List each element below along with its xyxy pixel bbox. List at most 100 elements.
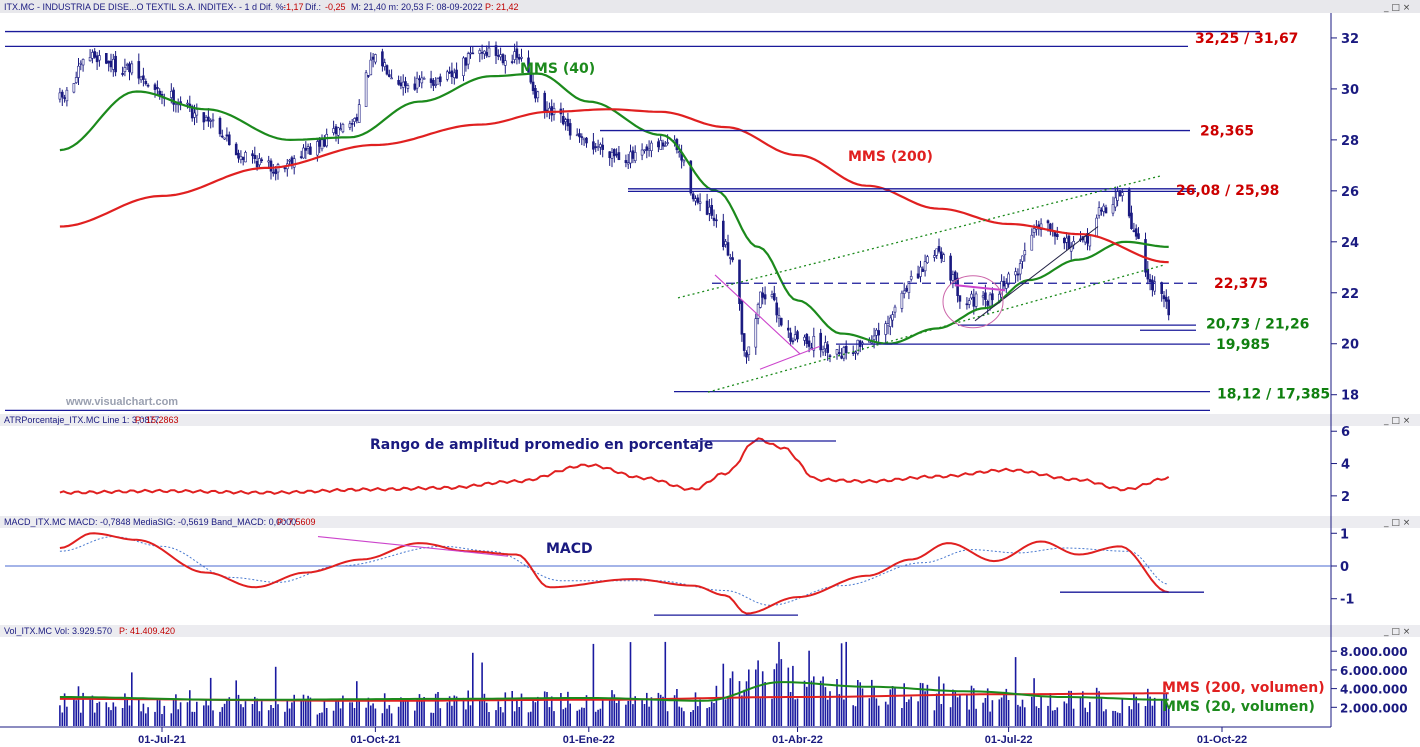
volume-panel-controls[interactable]: _ □ × (1383, 627, 1410, 637)
volume-bar (1063, 701, 1066, 726)
candle-body (469, 52, 472, 55)
x-tick-label: 01-Jul-22 (985, 734, 1033, 746)
candle-body (302, 147, 305, 159)
candle-body (958, 295, 962, 302)
candle-body (160, 94, 164, 96)
volume-bar (374, 708, 377, 726)
volume-bar (615, 703, 618, 726)
candle-body (582, 137, 586, 141)
candle-body (223, 137, 226, 140)
candle-body (592, 141, 595, 150)
candle-body (144, 81, 148, 85)
volume-bar (887, 704, 889, 726)
volume-bar (986, 688, 989, 726)
candle-body (390, 77, 393, 80)
candle-body (170, 91, 173, 98)
volume-bar (873, 686, 875, 726)
volume-bar (543, 691, 546, 726)
volume-bar (402, 698, 404, 726)
volume-bar (316, 714, 319, 726)
candle-body (691, 193, 695, 200)
candle-body (824, 342, 827, 349)
candle-body (759, 291, 762, 308)
volume-bar (745, 681, 748, 726)
candle-body (1088, 235, 1092, 247)
candle-body (888, 317, 892, 327)
volume-bar (502, 712, 504, 726)
volume-bar (1072, 708, 1075, 726)
volume-bar (952, 689, 954, 726)
atr-panel-controls[interactable]: _ □ × (1383, 416, 1410, 426)
candle-body (234, 143, 238, 156)
candle-body (137, 61, 141, 79)
candle-body (1118, 190, 1122, 197)
main-panel-controls[interactable]: _ □ × (1383, 3, 1410, 13)
candle-body (796, 331, 799, 340)
candle-body (1023, 250, 1027, 256)
volume-bar (662, 696, 664, 726)
volume-bar (161, 714, 163, 726)
volume-bar (1086, 712, 1089, 726)
candle-body (1144, 239, 1147, 273)
volume-bar (423, 697, 425, 726)
candle-body (789, 332, 792, 342)
volume-bar (277, 704, 279, 726)
volume-bar (683, 711, 685, 726)
candle-body (640, 149, 644, 156)
pattern-circle (942, 275, 1004, 329)
candle-body (1004, 282, 1008, 289)
candle-body (496, 55, 500, 57)
candle-body (353, 118, 356, 122)
candle-body (79, 62, 83, 65)
volume-bar (1153, 697, 1156, 726)
volume-bar (764, 682, 766, 726)
volume-bar (940, 704, 943, 726)
volume-bar (349, 702, 351, 726)
volume-bar (601, 698, 604, 726)
candle-body (875, 329, 878, 336)
volume-bar (822, 676, 824, 726)
volume-bar (479, 698, 481, 726)
candle-body (105, 52, 108, 64)
volume-bar (128, 705, 131, 726)
volume-bar (713, 703, 715, 726)
candle-body (826, 344, 830, 353)
price-y-tick-label: 28 (1341, 134, 1359, 149)
candle-body (274, 169, 278, 175)
candle-body (81, 58, 85, 66)
volume-bar (910, 696, 912, 726)
volume-bar (156, 699, 159, 726)
candle-body (791, 340, 795, 343)
volume-bar (968, 709, 970, 726)
candle-body (728, 257, 732, 259)
candle-body (956, 277, 959, 297)
candle-body (568, 123, 572, 136)
candle-body (253, 154, 257, 159)
volume-bar (956, 697, 959, 726)
volume-bar (576, 710, 578, 726)
volume-bar (381, 713, 384, 726)
candle-body (657, 141, 660, 148)
candle-body (323, 139, 326, 147)
candle-body (1111, 204, 1115, 214)
volume-bar (796, 698, 799, 726)
macd-panel-controls[interactable]: _ □ × (1383, 518, 1410, 528)
candle-body (487, 47, 491, 57)
volume-bar (61, 712, 64, 726)
candle-body (480, 51, 484, 54)
candle-body (93, 51, 96, 58)
volume-bar (924, 691, 926, 726)
main-header-dif-label: Dif.: (305, 2, 321, 12)
volume-bar (775, 663, 778, 726)
candle-body (900, 292, 904, 309)
volume-bar (648, 706, 650, 726)
volume-bar (416, 698, 418, 726)
candle-body (65, 89, 69, 102)
volume-bar (729, 678, 732, 726)
volume-bar (824, 687, 827, 726)
volume-bar (868, 698, 871, 726)
candle-body (988, 294, 992, 307)
volume-mms-20-line (59, 681, 1169, 702)
candle-body (951, 274, 955, 281)
